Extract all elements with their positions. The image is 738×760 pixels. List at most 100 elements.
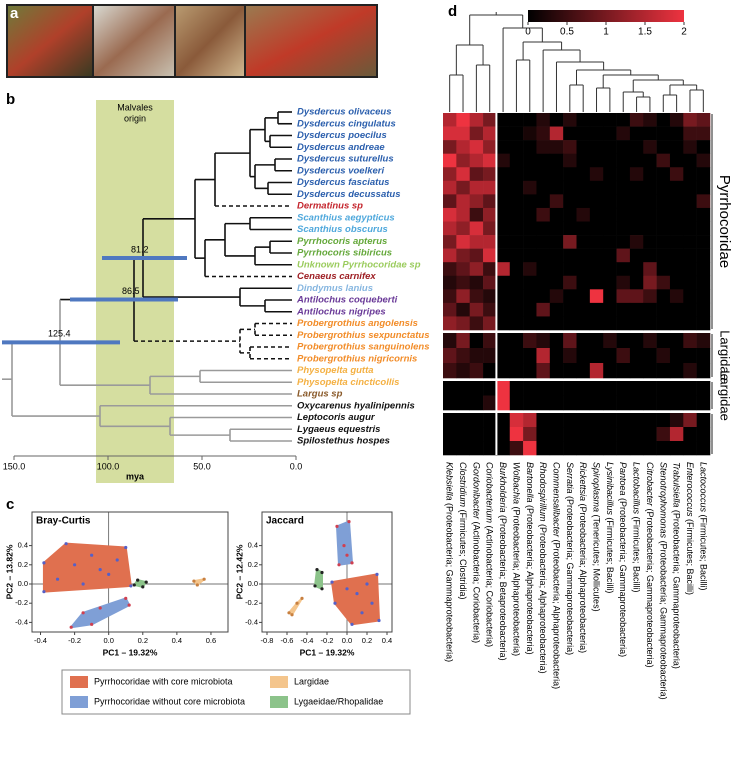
heatmap-cell	[563, 221, 577, 236]
photo	[246, 6, 376, 76]
heatmap-cell	[469, 381, 484, 396]
heatmap-cell	[576, 235, 591, 249]
heatmap-cell	[563, 207, 577, 222]
heatmap-cell	[443, 113, 457, 127]
sample-point	[350, 561, 354, 565]
heatmap-cell	[469, 235, 484, 249]
heatmap-cell	[643, 441, 657, 456]
heatmap-cell	[536, 113, 551, 127]
heatmap-cell	[589, 140, 604, 154]
taxon: (Proteobacteria; Alphaproteobacteria)	[511, 504, 521, 656]
heatmap-cell	[696, 113, 711, 127]
heatmap-cell	[563, 248, 577, 263]
heatmap-cell	[616, 316, 631, 331]
heatmap-cell	[509, 153, 524, 168]
malvales-band	[96, 100, 174, 483]
species-label: Dysdercus suturellus	[297, 154, 394, 165]
heatmap-cell	[456, 221, 470, 236]
heatmap-cell	[696, 140, 711, 154]
species-label: Largus sp	[297, 389, 343, 400]
heatmap-cell	[603, 207, 617, 222]
heatmap-cell	[629, 262, 644, 277]
heatmap-cell	[656, 302, 671, 317]
heatmap-cell	[603, 381, 617, 396]
heatmap-cell	[509, 395, 524, 411]
heatmap-cell	[683, 427, 697, 442]
heatmap-cell	[563, 333, 577, 349]
photo	[8, 6, 92, 76]
heatmap-cell	[656, 275, 671, 290]
genus: Stenotrophomonas	[658, 462, 668, 539]
heatmap-cell	[616, 207, 631, 222]
heatmap-cell	[523, 395, 537, 411]
heatmap-cell	[523, 275, 537, 290]
heatmap-cell	[656, 113, 671, 127]
heatmap-cell	[509, 316, 524, 331]
heatmap-cell	[669, 126, 684, 141]
heatmap-cell	[629, 194, 644, 209]
column-label: Gordonibacter (Actinobacteria; Coriobact…	[471, 462, 481, 643]
heatmap-cell	[656, 126, 671, 141]
heatmap-cell	[656, 348, 671, 364]
heatmap-cell	[509, 413, 524, 428]
heatmap-cell	[536, 262, 551, 277]
heatmap-cell	[643, 235, 657, 249]
heatmap-cell	[603, 413, 617, 428]
genus: Burkholderia	[498, 462, 508, 513]
heatmap-cell	[656, 221, 671, 236]
sample-point	[370, 601, 374, 605]
plot-title: Jaccard	[266, 516, 304, 527]
heatmap-cell	[523, 333, 537, 349]
panel-letter: b	[6, 91, 15, 108]
heatmap-cell	[456, 140, 470, 154]
heatmap-cell	[496, 180, 511, 195]
heatmap-cell	[509, 289, 524, 304]
heatmap-cell	[696, 333, 711, 349]
heatmap-cell	[629, 275, 644, 290]
heatmap-cell	[523, 363, 537, 379]
heatmap-cell	[563, 235, 577, 249]
heatmap-cell	[523, 441, 537, 456]
heatmap-cell	[563, 113, 577, 127]
heatmap-cell	[629, 316, 644, 331]
column-label: Spiroplasma (Tenericutes; Mollicutes)	[591, 462, 601, 612]
species-label: Oxycarenus hyalinipennis	[297, 400, 415, 411]
heatmap-cell	[603, 289, 617, 304]
heatmap-cell	[483, 427, 497, 442]
heatmap-cell	[576, 363, 591, 379]
heatmap-cell	[443, 316, 457, 331]
sample-point	[73, 563, 77, 567]
heatmap-cell	[549, 113, 564, 127]
heatmap-cell	[669, 221, 684, 236]
y-tick-label: 0.4	[248, 541, 258, 550]
heatmap-cell	[549, 302, 564, 317]
heatmap-cell	[509, 302, 524, 317]
heatmap-cell	[536, 316, 551, 331]
heatmap-cell	[456, 248, 470, 263]
taxon: (Actinobacteria; Coriobacteria)	[484, 523, 494, 647]
heatmap-cell	[563, 413, 577, 428]
heatmap-cell	[563, 262, 577, 277]
heatmap-cell	[456, 441, 470, 456]
heatmap-cell	[456, 167, 470, 182]
sample-point	[330, 580, 334, 584]
sample-point	[360, 611, 364, 615]
heatmap-cell	[509, 381, 524, 396]
heatmap-cell	[696, 427, 711, 442]
heatmap-cell	[443, 333, 457, 349]
sample-point	[333, 601, 337, 605]
heatmap-cell	[643, 381, 657, 396]
heatmap-cell	[589, 381, 604, 396]
heatmap-cell	[563, 348, 577, 364]
heatmap-cell	[603, 395, 617, 411]
heatmap-cell	[483, 333, 497, 349]
heatmap-cell	[576, 262, 591, 277]
heatmap-cell	[523, 153, 537, 168]
sample-point	[320, 587, 324, 591]
panel-letter: d	[448, 3, 457, 20]
heatmap-cell	[643, 395, 657, 411]
sample-point	[129, 584, 133, 588]
colorbar-label: 0.5	[560, 27, 574, 38]
heatmap-cell	[523, 348, 537, 364]
heatmap-cell	[629, 153, 644, 168]
